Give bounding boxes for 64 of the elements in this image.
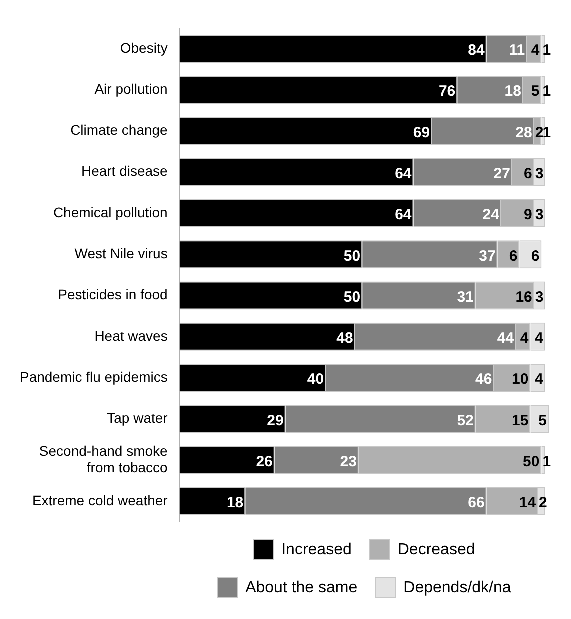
data-label: 4 [531,42,540,60]
data-label: 1 [542,124,552,142]
data-label: 84 [468,42,486,60]
data-label: 3 [535,166,544,183]
y-tick-label: Tap water [107,410,168,426]
data-label: 14 [519,494,537,512]
y-tick-label: Pesticides in food [58,286,168,303]
data-label: 44 [497,330,515,348]
legend-label: Increased [282,541,352,558]
y-tick-label: Air pollution [94,80,168,97]
y-tick-label: Chemical pollution [53,204,168,220]
data-label: 23 [340,453,357,470]
y-tick-label: Heat waves [94,328,168,344]
data-label: 50 [344,248,361,265]
data-label: 50 [344,288,361,306]
data-label: 26 [256,453,273,470]
data-label: 76 [438,83,456,100]
data-label: 27 [494,166,510,183]
data-label: 18 [504,83,522,100]
data-label: 6 [509,248,518,265]
data-label: 64 [395,206,412,224]
data-label: 9 [524,206,532,224]
data-label: 2 [535,124,544,142]
data-label: 40 [307,371,324,388]
data-label: 48 [336,330,354,348]
data-label: 2 [539,494,548,512]
data-label: 15 [512,412,529,430]
data-label: 46 [475,371,492,388]
legend-label: About the same [246,579,358,596]
data-label: 31 [457,288,474,306]
y-tick-label: Obesity [120,40,168,56]
data-label: 37 [479,248,496,265]
data-label: 64 [395,166,412,183]
data-label: 24 [482,206,500,224]
data-label: 10 [512,371,529,388]
data-label: 16 [516,288,532,306]
data-label: 4 [535,371,544,388]
legend-label: Decreased [398,541,476,558]
y-tick-label: West Nile virus [74,245,168,262]
y-tick-label: Extreme cold weather [32,492,168,508]
data-label: 1 [542,42,552,60]
data-label: 52 [457,412,474,430]
data-label: 4 [535,330,544,348]
data-label: 50 [523,453,540,470]
y-tick-label: Pandemic flu epidemics [20,368,168,385]
data-label: 5 [531,83,540,100]
y-tick-label: Second-hand smoke from tobacco [39,442,168,476]
data-label: 6 [531,248,540,265]
data-label: 28 [516,124,532,142]
data-label: 3 [535,206,544,224]
data-label: 3 [535,288,544,306]
data-label: 4 [520,330,530,348]
data-label: 29 [267,412,284,430]
y-tick-label: Climate change [70,122,168,138]
data-label: 1 [542,453,552,470]
data-label: 69 [413,124,430,142]
y-tick-label: Heart disease [81,163,168,180]
legend-label: Depends/dk/na [404,579,512,596]
data-label: 6 [524,166,532,183]
data-label: 5 [538,412,547,430]
data-label: 1 [542,83,552,100]
data-label: 66 [468,494,485,512]
data-label: 11 [509,42,526,60]
data-label: 18 [226,494,244,512]
